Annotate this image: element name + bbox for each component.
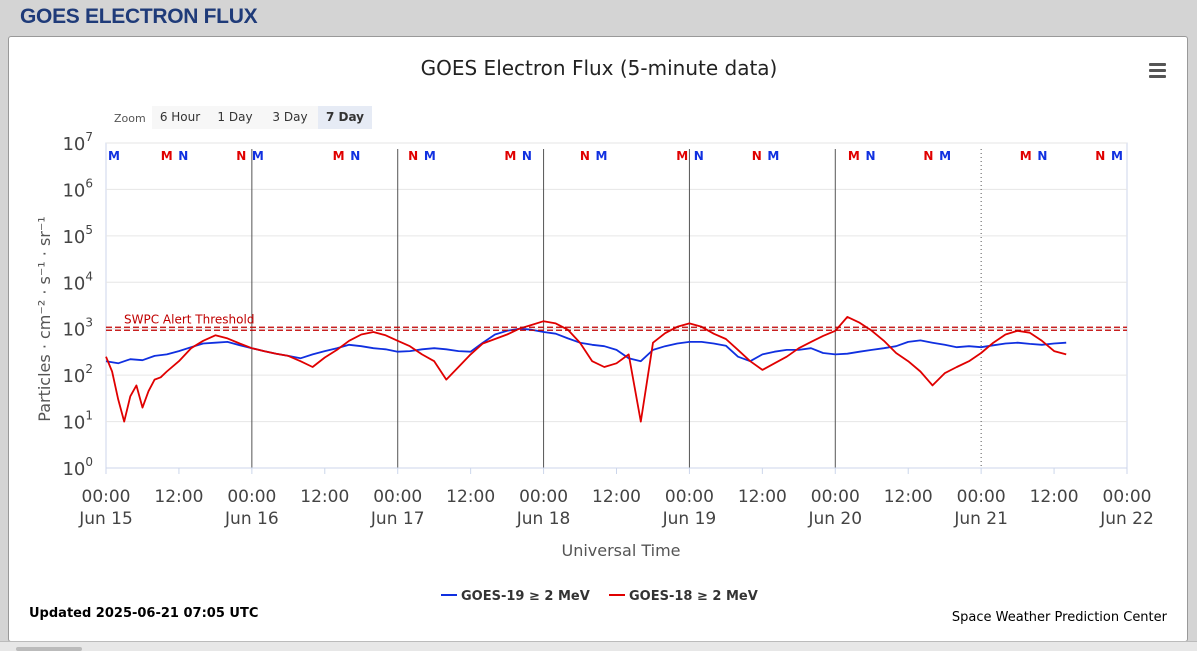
scrollbar-thumb[interactable] xyxy=(16,647,82,651)
x-tick-time: 00:00 xyxy=(665,487,714,507)
x-tick-time: 00:00 xyxy=(519,487,568,507)
x-tick-time: 12:00 xyxy=(592,487,641,507)
x-tick-date: Jun 15 xyxy=(78,509,133,529)
marker-m: M xyxy=(595,149,607,163)
marker-m: M xyxy=(504,149,516,163)
x-tick-time: 00:00 xyxy=(227,487,276,507)
x-tick-time: 12:00 xyxy=(738,487,787,507)
legend: GOES-19 ≥ 2 MeV GOES-18 ≥ 2 MeV xyxy=(441,589,758,604)
marker-n: N xyxy=(865,149,875,163)
x-tick-time: 12:00 xyxy=(884,487,933,507)
x-tick-time: 12:00 xyxy=(446,487,495,507)
zoom-button-bg[interactable] xyxy=(262,106,318,129)
series xyxy=(105,316,1067,423)
x-tick-date: Jun 21 xyxy=(953,509,1008,529)
marker-m: M xyxy=(333,149,345,163)
marker-n: N xyxy=(1037,149,1047,163)
goes18-line xyxy=(105,316,1067,423)
updated-text: Updated 2025-06-21 07:05 UTC xyxy=(29,606,258,621)
y-axis-label: Particles · cm⁻² · s⁻¹ · sr⁻¹ xyxy=(35,216,54,421)
marker-m: M xyxy=(676,149,688,163)
y-tick-label: 107 xyxy=(62,130,93,155)
zoom-label: Zoom xyxy=(114,112,146,125)
y-tick-label: 103 xyxy=(62,316,93,341)
x-tick-time: 00:00 xyxy=(1103,487,1152,507)
y-tick-label: 104 xyxy=(62,269,93,294)
marker-n: N xyxy=(580,149,590,163)
threshold: SWPC Alert Threshold xyxy=(106,313,1127,331)
marker-m: M xyxy=(848,149,860,163)
x-tick-time: 00:00 xyxy=(373,487,422,507)
marker-n: N xyxy=(923,149,933,163)
zoom-button-6-hour[interactable]: 6 Hour xyxy=(160,110,200,124)
x-tick-date: Jun 16 xyxy=(224,509,279,529)
legend-item[interactable]: GOES-18 ≥ 2 MeV xyxy=(629,589,758,604)
electron-flux-chart: GOES Electron Flux (5-minute data) Zoom … xyxy=(29,56,1168,625)
grid xyxy=(105,142,1128,469)
x-tick-time: 00:00 xyxy=(82,487,131,507)
marker-n: N xyxy=(1095,149,1105,163)
zoom-button-bg[interactable] xyxy=(318,106,372,129)
page-title: GOES ELECTRON FLUX xyxy=(20,5,258,28)
marker-m: M xyxy=(767,149,779,163)
y-tick-label: 105 xyxy=(62,223,93,248)
marker-m: M xyxy=(1111,149,1123,163)
x-tick-date: Jun 17 xyxy=(370,509,425,529)
hamburger-menu-icon[interactable] xyxy=(1149,63,1166,78)
marker-m: M xyxy=(161,149,173,163)
threshold-label: SWPC Alert Threshold xyxy=(124,313,254,327)
zoom-button-bg[interactable] xyxy=(152,106,208,129)
y-tick-label: 100 xyxy=(62,455,93,480)
marker-m: M xyxy=(424,149,436,163)
marker-n: N xyxy=(522,149,532,163)
x-tick-time: 12:00 xyxy=(1030,487,1079,507)
marker-m: M xyxy=(108,149,120,163)
chart-panel: GOES Electron Flux (5-minute data) Zoom … xyxy=(8,36,1188,642)
marker-n: N xyxy=(350,149,360,163)
y-axis: 100 101 102 103 104 105 106 107 xyxy=(62,130,93,480)
marker-n: N xyxy=(178,149,188,163)
marker-n: N xyxy=(694,149,704,163)
zoom-button-bg[interactable] xyxy=(208,106,262,129)
x-axis-label: Universal Time xyxy=(561,541,680,560)
y-tick-label: 102 xyxy=(62,362,93,387)
zoom-button-1-day[interactable]: 1 Day xyxy=(217,110,252,124)
x-tick-time: 12:00 xyxy=(154,487,203,507)
zoom-button-7-day[interactable]: 7 Day xyxy=(326,110,364,124)
chart-title: GOES Electron Flux (5-minute data) xyxy=(421,56,778,80)
marker-n: N xyxy=(408,149,418,163)
zoom-buttons: 6 Hour 1 Day 3 Day 7 Day xyxy=(152,106,372,129)
credit-text: Space Weather Prediction Center xyxy=(952,610,1168,625)
marker-m: M xyxy=(252,149,264,163)
marker-m: M xyxy=(1020,149,1032,163)
plot-area xyxy=(105,142,1128,469)
bottom-scrollbar[interactable] xyxy=(0,641,1197,651)
marker-n: N xyxy=(236,149,246,163)
y-tick-label: 101 xyxy=(62,409,93,434)
marker-n: N xyxy=(752,149,762,163)
x-tick-time: 00:00 xyxy=(811,487,860,507)
x-tick-time: 12:00 xyxy=(300,487,349,507)
x-tick-time: 00:00 xyxy=(957,487,1006,507)
x-tick-date: Jun 19 xyxy=(662,509,717,529)
legend-item[interactable]: GOES-19 ≥ 2 MeV xyxy=(461,589,590,604)
x-tick-date: Jun 20 xyxy=(807,509,862,529)
marker-m: M xyxy=(939,149,951,163)
zoom-button-3-day[interactable]: 3 Day xyxy=(272,110,307,124)
x-tick-date: Jun 18 xyxy=(516,509,571,529)
x-tick-date: Jun 22 xyxy=(1099,509,1154,529)
day-lines xyxy=(251,149,982,468)
y-tick-label: 106 xyxy=(62,176,93,201)
